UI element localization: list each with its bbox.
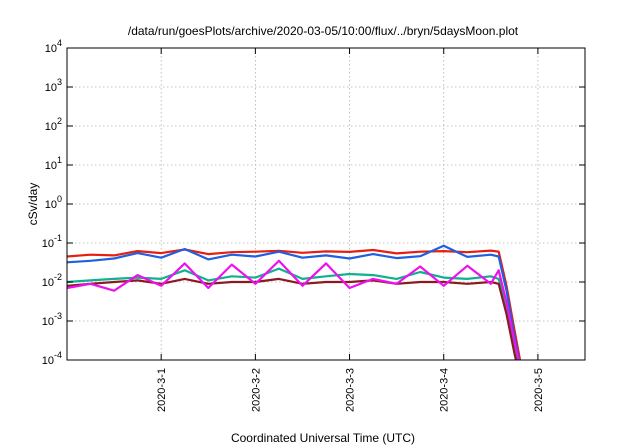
y-tick-label: 101 xyxy=(45,155,62,172)
x-tick-label: 2020-3-2 xyxy=(250,368,262,412)
series-group xyxy=(67,244,522,360)
y-tick-label: 10-1 xyxy=(42,233,62,250)
y-tick-label: 102 xyxy=(45,116,62,133)
x-tick-label: 2020-3-4 xyxy=(439,368,451,412)
series-line-5 xyxy=(67,259,520,360)
series-line-4 xyxy=(67,277,518,360)
y-tick-label: 10-3 xyxy=(42,311,62,328)
y-tick-label: 10-2 xyxy=(42,272,62,289)
y-tick-label: 10-4 xyxy=(42,350,62,367)
x-tick-label: 2020-3-5 xyxy=(533,368,545,412)
y-axis-label: cSv/day xyxy=(26,183,40,226)
x-tick-label: 2020-3-3 xyxy=(345,368,357,412)
y-tick-label: 104 xyxy=(45,38,62,55)
series-line-2 xyxy=(67,244,521,360)
x-axis-label: Coordinated Universal Time (UTC) xyxy=(231,431,415,445)
series-line-3 xyxy=(67,267,519,360)
chart-title: /data/run/goesPlots/archive/2020-03-05/1… xyxy=(128,24,519,38)
y-tick-label: 100 xyxy=(45,194,62,211)
x-tick-label: 2020-3-1 xyxy=(156,368,168,412)
y-axis: 104 103 102 101 100 10-1 10-2 10-3 10-4 xyxy=(42,38,585,367)
x-axis: 2020-3-1 2020-3-2 2020-3-3 2020-3-4 2020-3-5 xyxy=(156,48,545,412)
series-line-1 xyxy=(67,248,522,360)
y-tick-label: 103 xyxy=(45,77,62,94)
grid xyxy=(67,48,585,360)
